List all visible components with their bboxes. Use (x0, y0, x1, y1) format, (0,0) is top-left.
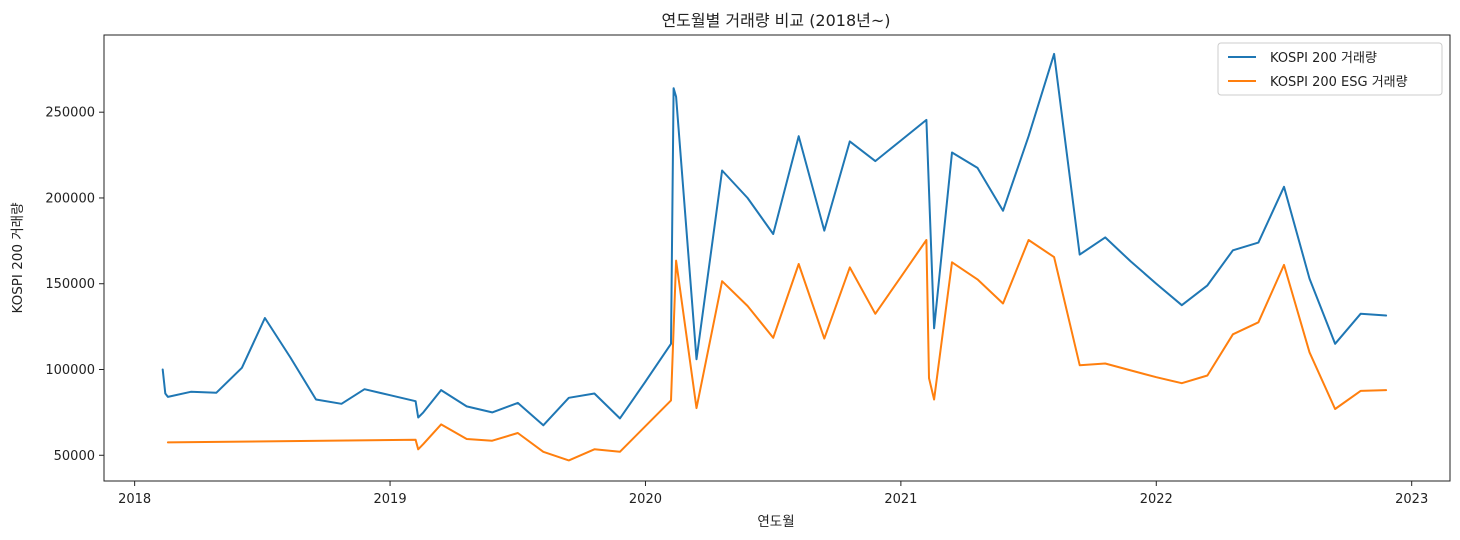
y-tick-label: 100000 (45, 363, 95, 378)
x-axis-label: 연도월 (757, 514, 794, 530)
x-tick-label: 2018 (118, 492, 151, 507)
y-axis: 50000 100000 150000 200000 250000 (45, 106, 104, 464)
plot-area-frame (103, 34, 1451, 482)
y-tick-label: 150000 (45, 277, 95, 292)
legend-box (1217, 42, 1443, 96)
x-tick-label: 2020 (629, 492, 662, 507)
y-tick-label: 200000 (45, 191, 95, 206)
y-axis-label: KOSPI 200 거래량 (10, 202, 26, 313)
x-tick-label: 2021 (884, 492, 917, 507)
y-tick-label: 50000 (54, 449, 95, 464)
series-line-kospi200-esg (166, 239, 1388, 462)
series-line-kospi200 (161, 52, 1388, 427)
chart-title: 연도월별 거래량 비교 (2018년~) (661, 11, 890, 30)
legend-label-kospi200: KOSPI 200 거래량 (1270, 51, 1377, 66)
x-tick-label: 2022 (1140, 492, 1173, 507)
legend-label-kospi200-esg: KOSPI 200 ESG 거래량 (1270, 75, 1408, 90)
x-tick-label: 2023 (1395, 492, 1428, 507)
x-tick-label: 2019 (374, 492, 407, 507)
legend: KOSPI 200 거래량 KOSPI 200 ESG 거래량 (1217, 42, 1443, 96)
series-lines (161, 52, 1388, 462)
x-axis: 2018 2019 2020 2021 2022 2023 (118, 481, 1428, 507)
y-tick-label: 250000 (45, 106, 95, 121)
